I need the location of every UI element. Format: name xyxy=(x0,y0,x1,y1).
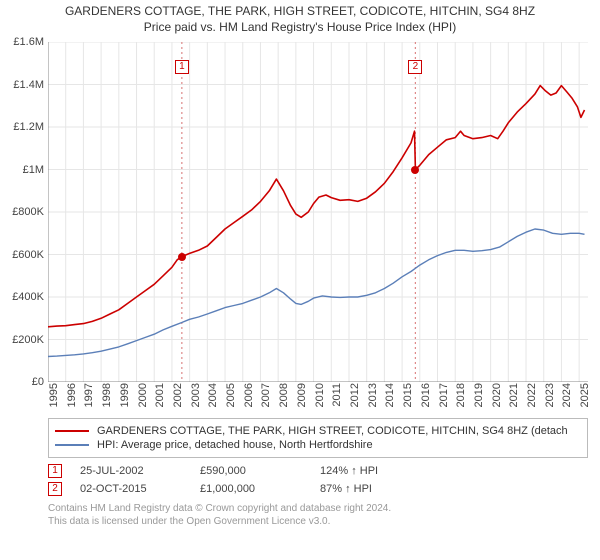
x-tick-label: 2013 xyxy=(367,383,379,413)
sale-row-2: 2 02-OCT-2015 £1,000,000 87% ↑ HPI xyxy=(48,482,588,496)
x-tick-label: 2015 xyxy=(402,383,414,413)
sale-rows: 1 25-JUL-2002 £590,000 124% ↑ HPI 2 02-O… xyxy=(48,464,588,496)
x-tick-label: 1995 xyxy=(48,383,60,413)
line-chart-svg xyxy=(48,42,588,382)
y-tick-label: £1.2M xyxy=(0,121,44,133)
sale-price-2: £1,000,000 xyxy=(200,483,320,495)
x-tick-label: 2025 xyxy=(579,383,591,413)
footer: Contains HM Land Registry data © Crown c… xyxy=(48,502,588,528)
x-tick-label: 2016 xyxy=(420,383,432,413)
x-tick-label: 2008 xyxy=(278,383,290,413)
title-line-2: Price paid vs. HM Land Registry's House … xyxy=(0,20,600,34)
y-tick-label: £1.4M xyxy=(0,79,44,91)
sale-row-1: 1 25-JUL-2002 £590,000 124% ↑ HPI xyxy=(48,464,588,478)
sale-marker-2: 2 xyxy=(48,482,62,496)
x-tick-label: 2019 xyxy=(473,383,485,413)
sale-date-2: 02-OCT-2015 xyxy=(80,483,200,495)
y-tick-label: £200K xyxy=(0,334,44,346)
x-tick-label: 2017 xyxy=(438,383,450,413)
footer-line-2: This data is licensed under the Open Gov… xyxy=(48,515,588,528)
x-tick-label: 2002 xyxy=(172,383,184,413)
sale-date-1: 25-JUL-2002 xyxy=(80,465,200,477)
x-tick-label: 2005 xyxy=(225,383,237,413)
x-tick-label: 1997 xyxy=(83,383,95,413)
x-tick-label: 2018 xyxy=(455,383,467,413)
x-tick-label: 2023 xyxy=(544,383,556,413)
y-tick-label: £600K xyxy=(0,249,44,261)
x-tick-label: 2004 xyxy=(207,383,219,413)
legend-label-hpi: HPI: Average price, detached house, Nort… xyxy=(97,439,373,451)
x-tick-label: 2001 xyxy=(154,383,166,413)
sale-pct-2: 87% ↑ HPI xyxy=(320,483,440,495)
x-tick-label: 2007 xyxy=(260,383,272,413)
x-tick-label: 2006 xyxy=(243,383,255,413)
legend-label-property: GARDENERS COTTAGE, THE PARK, HIGH STREET… xyxy=(97,425,568,437)
sale-price-1: £590,000 xyxy=(200,465,320,477)
legend-row-hpi: HPI: Average price, detached house, Nort… xyxy=(55,439,581,451)
x-tick-label: 2024 xyxy=(561,383,573,413)
y-tick-label: £400K xyxy=(0,291,44,303)
footer-line-1: Contains HM Land Registry data © Crown c… xyxy=(48,502,588,515)
sale-dot xyxy=(178,253,186,261)
x-tick-label: 2020 xyxy=(491,383,503,413)
x-tick-label: 1996 xyxy=(66,383,78,413)
sale-marker-1: 1 xyxy=(48,464,62,478)
x-tick-label: 2022 xyxy=(526,383,538,413)
legend-row-property: GARDENERS COTTAGE, THE PARK, HIGH STREET… xyxy=(55,425,581,437)
x-tick-label: 2009 xyxy=(296,383,308,413)
y-tick-label: £1M xyxy=(0,164,44,176)
sale-dot xyxy=(411,166,419,174)
title-line-1: GARDENERS COTTAGE, THE PARK, HIGH STREET… xyxy=(0,4,600,18)
x-tick-label: 2003 xyxy=(190,383,202,413)
sale-pct-1: 124% ↑ HPI xyxy=(320,465,440,477)
y-tick-label: £800K xyxy=(0,206,44,218)
x-tick-label: 2010 xyxy=(314,383,326,413)
x-tick-label: 2000 xyxy=(137,383,149,413)
chart-title-block: GARDENERS COTTAGE, THE PARK, HIGH STREET… xyxy=(0,0,600,34)
x-tick-label: 1998 xyxy=(101,383,113,413)
x-tick-label: 2021 xyxy=(508,383,520,413)
legend: GARDENERS COTTAGE, THE PARK, HIGH STREET… xyxy=(48,418,588,458)
legend-swatch-property xyxy=(55,430,89,432)
x-tick-label: 2014 xyxy=(384,383,396,413)
chart-area: £0£200K£400K£600K£800K£1M£1.2M£1.4M£1.6M… xyxy=(48,42,588,382)
sale-marker-box: 1 xyxy=(175,60,189,74)
y-tick-label: £1.6M xyxy=(0,36,44,48)
legend-swatch-hpi xyxy=(55,444,89,446)
x-tick-label: 1999 xyxy=(119,383,131,413)
sale-marker-box: 2 xyxy=(408,60,422,74)
x-tick-label: 2011 xyxy=(331,383,343,413)
y-tick-label: £0 xyxy=(0,376,44,388)
x-tick-label: 2012 xyxy=(349,383,361,413)
